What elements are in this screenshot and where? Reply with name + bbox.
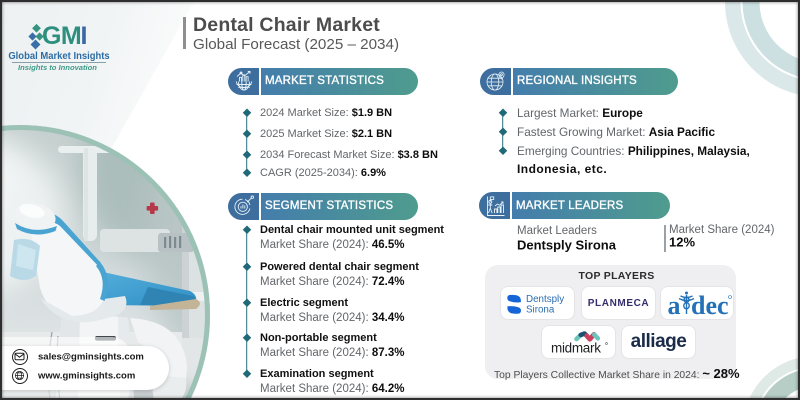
svg-text:Dentsply: Dentsply (526, 294, 564, 305)
svg-text:I: I (81, 22, 88, 50)
svg-text:Sirona: Sirona (526, 305, 555, 316)
svg-text:GM: GM (42, 22, 81, 50)
svg-text:a: a (668, 291, 681, 319)
svg-text:dec: dec (691, 291, 729, 319)
svg-text:midmark: midmark (551, 341, 601, 356)
